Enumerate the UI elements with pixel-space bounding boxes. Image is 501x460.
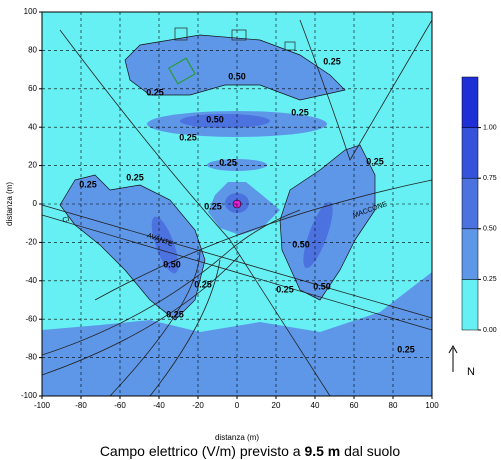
contour-line — [124, 34, 346, 101]
colorbar-band — [461, 76, 479, 128]
field-region — [60, 175, 205, 320]
colorbar-tick-label: 0.00 — [483, 327, 497, 334]
x-tick-label: -80 — [75, 401, 87, 410]
building — [174, 27, 188, 41]
north-label: N — [467, 366, 475, 378]
contour-label: 0.25 — [276, 284, 294, 294]
contour-label: 0.50 — [206, 114, 224, 124]
x-tick-label: 60 — [350, 401, 359, 410]
building — [168, 57, 196, 85]
y-axis-label: distanza (m) — [5, 182, 14, 226]
x-tick-label: -40 — [153, 401, 165, 410]
x-axis-label: distanza (m) — [215, 433, 259, 442]
road — [149, 259, 221, 397]
colorbar-tick-label: 1.00 — [483, 124, 497, 131]
chart-title: Campo elettrico (V/m) previsto a 9.5 m d… — [100, 443, 401, 459]
y-tick-label: 0 — [33, 199, 38, 208]
street-label: CI — [62, 216, 71, 225]
contour-label: 0.25 — [194, 279, 212, 289]
contour-label: 0.50 — [313, 281, 331, 291]
y-tick-label: -80 — [25, 353, 37, 362]
y-tick-label: 20 — [28, 161, 37, 170]
north-arrow-head — [448, 344, 458, 354]
colorbar-band — [461, 228, 479, 280]
road — [41, 204, 433, 319]
contour-label: 0.25 — [323, 56, 341, 66]
colorbar-band — [461, 177, 479, 230]
contour-label: 0.25 — [204, 201, 222, 211]
plot-area — [41, 11, 433, 397]
field-region — [303, 201, 333, 269]
field-region — [180, 114, 270, 128]
title-emphasis: 9.5 m — [304, 443, 340, 459]
contour-label: 0.25 — [219, 157, 237, 167]
x-tick-label: 80 — [389, 401, 398, 410]
road — [59, 29, 331, 397]
road — [109, 249, 201, 397]
road — [299, 19, 433, 161]
x-tick-label: -100 — [34, 401, 51, 410]
contour-label: 0.25 — [79, 179, 97, 189]
title-suffix: dal suolo — [344, 443, 400, 459]
field-region — [42, 272, 432, 396]
y-tick-label: 80 — [28, 46, 37, 55]
y-tick-label: -20 — [25, 238, 37, 247]
contour-label: 0.25 — [366, 156, 384, 166]
y-tick-label: 60 — [28, 84, 37, 93]
contour-label: 0.25 — [146, 87, 164, 97]
title-prefix: Campo elettrico (V/m) previsto a — [100, 443, 301, 459]
x-tick-label: 20 — [272, 401, 281, 410]
colorbar-tick-label: 0.75 — [483, 175, 497, 182]
road — [41, 254, 241, 376]
contour-label: 0.25 — [126, 172, 144, 182]
y-tick-label: 100 — [24, 7, 38, 16]
contour-label: 0.50 — [163, 259, 181, 269]
contour-label: 0.25 — [397, 344, 415, 354]
colorbar-tick-label: 0.50 — [483, 226, 497, 233]
field-region — [151, 216, 179, 274]
contour-label: 0.50 — [292, 239, 310, 249]
contour-label: 0.25 — [166, 309, 184, 319]
y-tick-label: -60 — [25, 314, 37, 323]
contour-label: 0.25 — [179, 132, 197, 142]
colorbar-band — [461, 279, 479, 331]
x-tick-label: 0 — [235, 401, 240, 410]
x-tick-label: 40 — [311, 401, 320, 410]
contour-label: 0.25 — [291, 107, 309, 117]
y-tick-label: -40 — [25, 276, 37, 285]
x-tick-label: -60 — [114, 401, 126, 410]
road — [94, 179, 433, 301]
contour-line — [279, 144, 376, 301]
y-tick-label: -100 — [21, 391, 38, 400]
road — [41, 209, 301, 356]
contour-label: 0.50 — [228, 71, 246, 81]
x-tick-label: 100 — [425, 401, 439, 410]
colorbar-band — [461, 127, 479, 179]
building — [284, 41, 296, 51]
building — [231, 29, 247, 41]
y-tick-label: 40 — [28, 122, 37, 131]
x-tick-label: -20 — [192, 401, 204, 410]
colorbar-tick-label: 0.25 — [483, 276, 497, 283]
